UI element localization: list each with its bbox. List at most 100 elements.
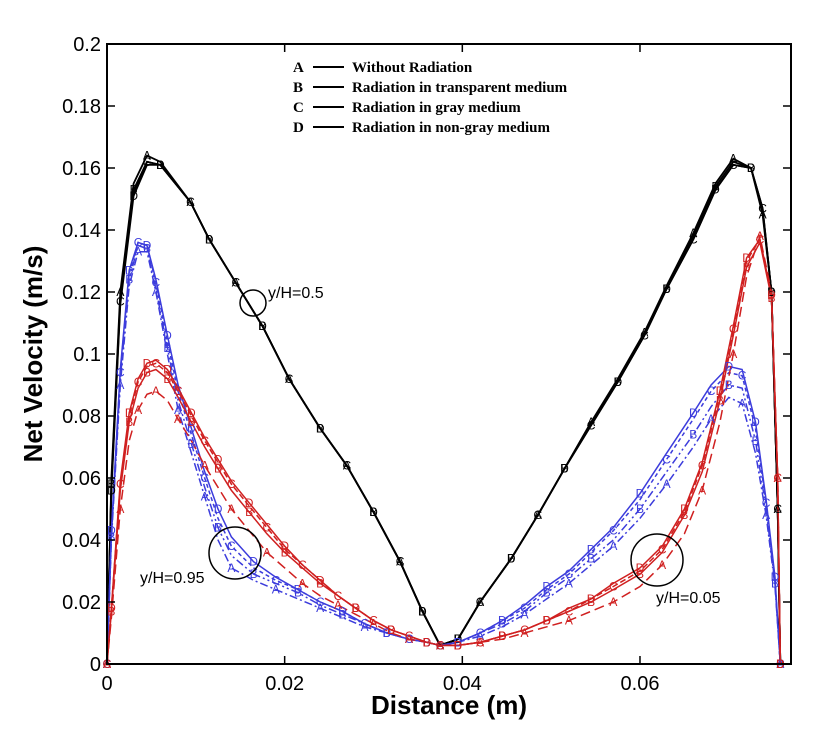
data-point-b-yh095: B [338, 607, 346, 621]
data-point-c-yh095: C [405, 632, 414, 646]
data-point-d-yh005: D [351, 601, 360, 615]
data-point-b-yh05: B [767, 285, 775, 299]
data-point-b-yh005: B [423, 635, 431, 649]
data-point-d-yh05: D [129, 189, 138, 203]
data-point-b-yh005: B [125, 415, 133, 429]
data-point-b-yh05: B [663, 282, 671, 296]
data-point-a-yh095: A [272, 583, 280, 597]
data-point-c-yh095: C [662, 452, 671, 466]
legend: A Without Radiation B Radiation in trans… [293, 60, 568, 136]
data-point-d-yh095: D [636, 487, 645, 501]
data-point-b-yh005: B [214, 462, 222, 476]
data-point-a-yh095: A [361, 620, 369, 634]
data-point-c-yh005: C [116, 477, 125, 491]
data-point-a-yh095: A [609, 539, 617, 553]
data-point-d-yh005: D [498, 629, 507, 643]
data-point-c-yh05: C [476, 595, 485, 609]
data-point-b-yh05: B [454, 632, 462, 646]
data-point-a-yh05: A [436, 638, 444, 652]
y-tick-label: 0.2 [73, 34, 101, 56]
data-point-d-yh095: D [751, 415, 760, 429]
data-point-b-yh005: B [680, 508, 688, 522]
data-point-d-yh005: D [107, 601, 116, 615]
data-point-c-yh095: C [436, 638, 445, 652]
data-point-b-yh095: B [751, 434, 759, 448]
data-point-d-yh005: D [422, 635, 431, 649]
data-point-b-yh05: B [316, 421, 324, 435]
y-tick-label: 0.14 [62, 220, 101, 242]
data-point-a-yh05: A [186, 195, 194, 209]
data-point-c-yh05: C [773, 502, 782, 516]
data-point-d-yh005: D [316, 573, 325, 587]
data-point-c-yh095: C [174, 384, 183, 398]
data-point-b-yh095: B [143, 242, 151, 256]
data-point-a-yh095: A [152, 285, 160, 299]
y-tick-label: 0.08 [62, 406, 101, 428]
data-point-b-yh05: B [747, 161, 755, 175]
data-point-d-yh005: D [214, 452, 223, 466]
data-point-b-yh095: B [250, 567, 258, 581]
data-point-a-yh095: A [707, 412, 715, 426]
data-point-c-yh095: C [360, 617, 369, 631]
data-point-c-yh05: C [396, 555, 405, 569]
data-point-c-yh05: C [587, 418, 596, 432]
data-point-a-yh005: A [405, 632, 413, 646]
data-point-b-yh05: B [507, 552, 515, 566]
data-point-c-yh005: C [334, 589, 343, 603]
data-point-c-yh05: C [533, 508, 542, 522]
data-point-b-yh095: B [725, 378, 733, 392]
data-point-b-yh095: B [214, 521, 222, 535]
data-point-a-yh05: A [476, 595, 484, 609]
data-point-d-yh005: D [387, 623, 396, 637]
data-point-d-yh095: D [125, 263, 134, 277]
series-layer [106, 154, 782, 665]
data-point-d-yh05: D [258, 319, 267, 333]
data-point-d-yh005: D [143, 356, 152, 370]
data-point-b-yh005: B [454, 638, 462, 652]
data-point-a-yh05: A [640, 325, 648, 339]
data-point-c-yh05: C [116, 294, 125, 308]
data-point-b-yh05: B [614, 375, 622, 389]
data-point-b-yh005: B [245, 505, 253, 519]
data-point-c-yh005: C [405, 629, 414, 643]
data-point-d-yh005: D [716, 384, 725, 398]
data-point-c-yh095: C [520, 601, 529, 615]
data-point-b-yh005: B [387, 623, 395, 637]
data-point-c-yh095: C [609, 524, 618, 538]
annotation-label-bottom: y/H=0.05 [656, 590, 721, 607]
data-point-d-yh005: D [245, 496, 254, 510]
data-point-c-yh095: C [200, 471, 209, 485]
data-point-a-yh05: A [232, 276, 240, 290]
data-point-b-yh005: B [316, 576, 324, 590]
data-point-c-yh05: C [758, 201, 767, 215]
data-point-c-yh005: C [152, 356, 161, 370]
y-tick-label: 0 [90, 654, 101, 676]
data-point-d-yh095: D [249, 555, 258, 569]
data-point-d-yh095: D [422, 635, 431, 649]
data-point-d-yh095: D [498, 614, 507, 628]
data-point-b-yh005: B [498, 629, 506, 643]
data-point-c-yh095: C [762, 496, 771, 510]
data-point-a-yh005: A [298, 576, 306, 590]
data-point-d-yh005: D [636, 561, 645, 575]
data-point-d-yh005: D [742, 251, 751, 265]
data-point-c-yh005: C [773, 471, 782, 485]
data-point-b-yh095: B [294, 586, 302, 600]
data-point-d-yh095: D [542, 580, 551, 594]
data-point-a-yh005: A [174, 412, 182, 426]
data-point-c-yh095: C [116, 366, 125, 380]
data-point-d-yh095: D [163, 328, 172, 342]
data-point-b-yh05: B [369, 505, 377, 519]
y-tick-label: 0.18 [62, 96, 101, 118]
data-point-d-yh05: D [662, 282, 671, 296]
data-point-d-yh095: D [689, 406, 698, 420]
data-point-c-yh005: C [609, 580, 618, 594]
data-point-d-yh005: D [125, 406, 134, 420]
data-point-a-yh05: A [774, 502, 782, 516]
data-point-d-yh005: D [280, 539, 289, 553]
data-point-a-yh05: A [396, 555, 404, 569]
data-point-a-yh05: A [729, 152, 737, 166]
y-tick-label: 0.16 [62, 158, 101, 180]
data-point-b-yh05: B [560, 462, 568, 476]
